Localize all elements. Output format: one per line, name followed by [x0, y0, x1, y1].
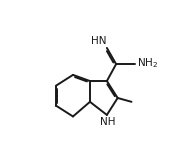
Text: NH: NH [100, 117, 115, 127]
Text: NH$_2$: NH$_2$ [137, 56, 158, 70]
Text: HN: HN [91, 36, 106, 46]
